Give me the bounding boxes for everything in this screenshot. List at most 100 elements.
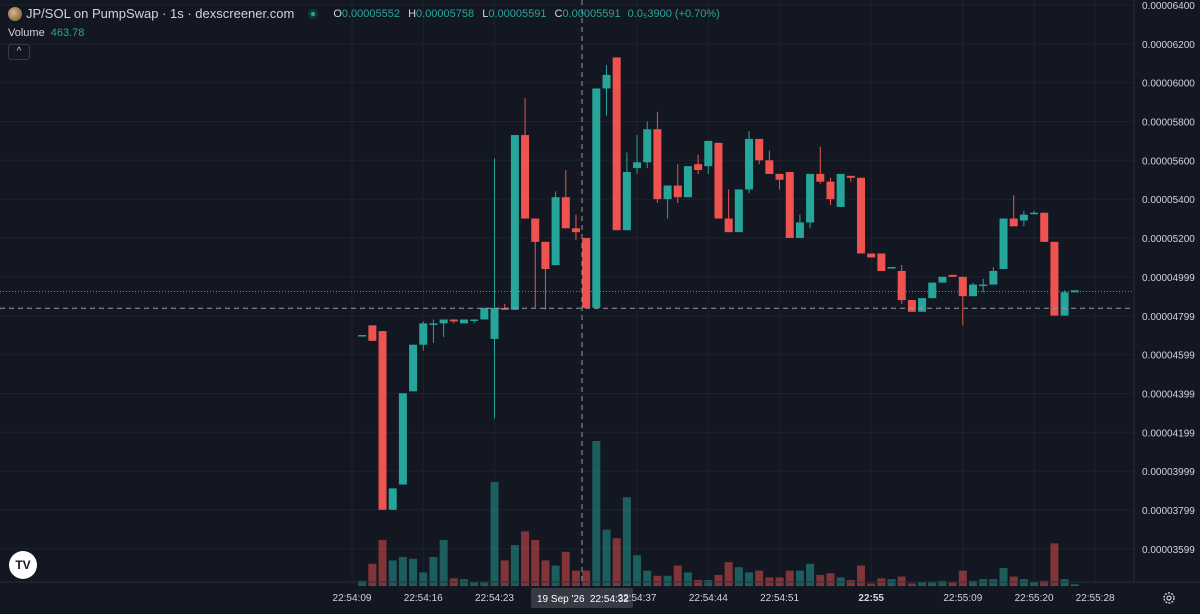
candle-body xyxy=(958,276,967,297)
volume-bar xyxy=(531,539,540,586)
volume-bar xyxy=(887,579,896,586)
volume-bar xyxy=(592,441,601,586)
candle-body xyxy=(928,282,937,299)
collapse-legend-button[interactable]: ^ xyxy=(8,44,30,60)
candle-body xyxy=(1030,212,1039,215)
volume-bar xyxy=(633,555,642,586)
volume-bar xyxy=(1009,576,1018,586)
candle-body xyxy=(429,323,438,325)
candlesticks xyxy=(358,57,1079,510)
candle-body xyxy=(653,129,662,200)
candle-body xyxy=(918,298,927,312)
time-axis-label: 22:54:16 xyxy=(404,593,443,604)
live-status-icon xyxy=(308,8,319,19)
time-axis-label: 22:54:23 xyxy=(475,593,514,604)
volume-bar xyxy=(938,580,947,586)
volume-bars xyxy=(358,441,1079,586)
candle-body xyxy=(541,241,550,270)
volume-bar xyxy=(409,558,418,586)
chart-legend: JP/SOL on PumpSwap · 1s · dexscreener.co… xyxy=(8,6,720,21)
volume-bar xyxy=(439,539,448,586)
pair-title[interactable]: JP/SOL on PumpSwap · 1s · dexscreener.co… xyxy=(26,6,295,21)
volume-bar xyxy=(398,557,407,586)
candle-body xyxy=(877,253,886,271)
volume-bar xyxy=(1019,579,1028,586)
candle-body xyxy=(795,222,804,238)
candle-body xyxy=(500,307,509,310)
crosshair-time-box xyxy=(531,588,633,608)
candle-body xyxy=(867,253,876,258)
volume-bar xyxy=(1050,543,1059,586)
candle-body xyxy=(1019,214,1028,221)
volume-bar xyxy=(1030,582,1039,586)
candle-body xyxy=(999,218,1008,270)
price-axis-label: 0.00006200 xyxy=(1142,40,1195,51)
volume-bar xyxy=(612,538,621,586)
candle-body xyxy=(398,393,407,485)
price-axis[interactable]: 0.00006400 0.00006200 0.00006000 0.00005800… xyxy=(1133,0,1200,614)
volume-bar xyxy=(551,565,560,586)
volume-bar xyxy=(724,562,733,586)
volume-bar xyxy=(1060,579,1069,586)
price-axis-label: 0.00003599 xyxy=(1142,545,1195,556)
candle-body xyxy=(673,185,682,198)
candle-body xyxy=(378,331,387,510)
candle-body xyxy=(724,218,733,233)
time-axis-label: 22:55:09 xyxy=(943,593,982,604)
volume-bar xyxy=(928,582,937,586)
volume-bar xyxy=(795,570,804,586)
candle-body xyxy=(846,175,855,178)
volume-bar xyxy=(948,582,957,586)
volume-bar xyxy=(734,567,743,586)
volume-bar xyxy=(755,570,764,586)
candle-body xyxy=(907,300,916,312)
candle-body xyxy=(582,237,591,308)
volume-bar xyxy=(857,565,865,586)
price-axis-label: 0.00006000 xyxy=(1142,79,1195,90)
volume-bar xyxy=(510,545,519,586)
candle-body xyxy=(968,284,977,297)
candle-body xyxy=(551,197,560,266)
time-axis-label: 22:54:37 xyxy=(618,593,657,604)
volume-bar xyxy=(500,560,509,586)
crosshair-date-label: 19 Sep '26 xyxy=(537,594,585,605)
candle-body xyxy=(1060,292,1069,316)
volume-bar xyxy=(979,579,988,586)
candle-body xyxy=(439,319,448,324)
volume-legend[interactable]: Volume 463.78 xyxy=(8,27,84,39)
volume-bar xyxy=(745,572,754,586)
candle-body xyxy=(683,166,692,198)
low-value: 0.00005591 xyxy=(488,7,547,20)
candle-body xyxy=(510,135,519,310)
volume-bar xyxy=(561,551,570,586)
candle-body xyxy=(602,74,611,89)
volume-bar xyxy=(541,560,550,586)
price-axis-label: 0.00004599 xyxy=(1142,351,1195,362)
open-label: O xyxy=(333,7,342,20)
price-axis-label: 0.00005600 xyxy=(1142,156,1195,167)
volume-bar xyxy=(429,557,438,586)
volume-bar xyxy=(653,575,662,586)
candle-body xyxy=(1050,241,1059,316)
candle-body xyxy=(897,270,906,301)
candle-body xyxy=(521,135,530,219)
volume-bar xyxy=(826,573,835,586)
volume-bar xyxy=(989,579,998,586)
tradingview-logo-icon[interactable]: TV xyxy=(9,551,37,579)
candle-body xyxy=(948,274,957,277)
gear-icon[interactable] xyxy=(1162,591,1176,605)
candle-body xyxy=(1040,212,1049,242)
volume-bar xyxy=(602,529,611,586)
volume-bar xyxy=(459,579,468,586)
price-axis-label: 0.00006400 xyxy=(1142,1,1195,12)
price-axis-background xyxy=(1134,0,1200,614)
time-axis-label: 22:55 xyxy=(858,593,884,604)
volume-bar xyxy=(358,580,367,586)
candle-body xyxy=(714,142,723,219)
candle-body xyxy=(887,267,896,269)
time-axis[interactable]: 22:54:09 22:54:16 22:54:23 22:54:37 22:54:44… xyxy=(0,581,1200,604)
time-axis-label: 22:54:44 xyxy=(689,593,728,604)
volume-bar xyxy=(897,576,906,586)
candle-body xyxy=(745,138,754,190)
